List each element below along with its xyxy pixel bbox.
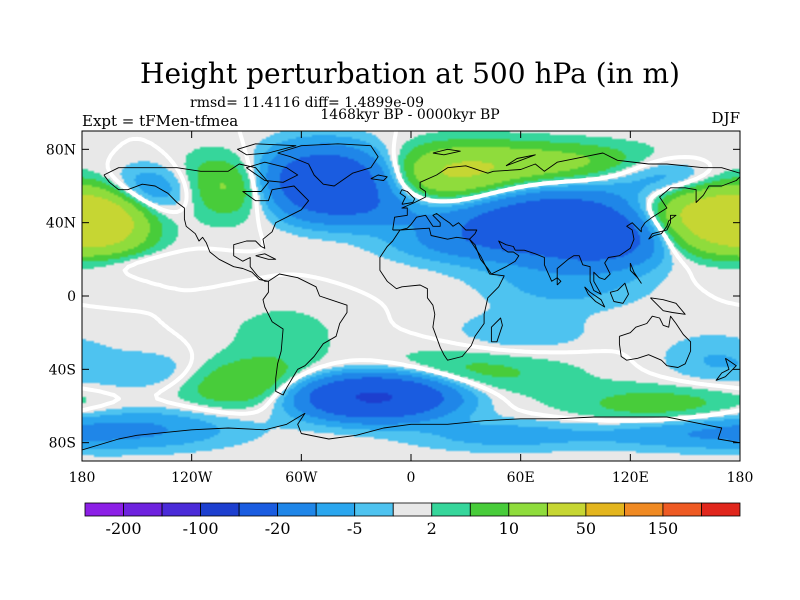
- contour-lines: [82, 131, 740, 423]
- coastline-ellesmere: [236, 143, 297, 156]
- y-tick-label: 40S: [49, 362, 76, 378]
- coastline-baffin: [246, 161, 299, 183]
- coastline-sri-lanka: [556, 277, 562, 286]
- coastline-greenland: [277, 143, 379, 187]
- y-tick-label: 80N: [46, 142, 76, 158]
- coastline-madagascar: [490, 317, 503, 343]
- colorbar-swatch: [392, 502, 433, 517]
- colorbar-swatch: [469, 502, 510, 517]
- x-axis: 180 120W 60W 0 60E 120E 180: [69, 131, 754, 486]
- colorbar-swatch: [624, 502, 664, 517]
- colorbar-swatch: [277, 502, 317, 517]
- colorbar-swatch: [508, 502, 548, 517]
- colorbar-swatch: [354, 502, 394, 517]
- coastline-novaya-zemlya: [505, 154, 536, 167]
- coastline-cuba: [255, 253, 277, 260]
- colorbar-tick-label: -200: [106, 519, 142, 538]
- colorbar-swatch: [161, 502, 201, 517]
- coastline-new-guinea: [650, 297, 686, 315]
- colorbar-swatch: [701, 502, 741, 517]
- colorbar-swatch: [585, 502, 625, 517]
- colorbar-tick-label: 50: [576, 519, 596, 538]
- coastline-japan: [648, 214, 677, 240]
- coastline-south-america: [262, 273, 348, 396]
- subtitle-right: DJF: [712, 109, 740, 127]
- y-tick-label: 80S: [49, 436, 76, 452]
- coastline-north-america: [103, 163, 310, 282]
- subtitle-left: Expt = tFMen-tfmea: [82, 112, 238, 130]
- zero-contour: [82, 131, 740, 423]
- chart-title: Height perturbation at 500 hPa (in m): [140, 57, 680, 90]
- colorbar-swatch: [546, 502, 587, 517]
- coastline-uk: [399, 189, 416, 205]
- colorbar-tick-label: 150: [648, 519, 679, 538]
- coastline-philippines: [629, 262, 642, 284]
- colorbar-tick-label: -100: [183, 519, 219, 538]
- coastline-new-zealand: [715, 357, 737, 381]
- subtitle-center: 1468kyr BP - 0000kyr BP: [320, 107, 499, 123]
- colorbar-swatch: [315, 502, 356, 517]
- stats-line: rmsd= 11.4116 diff= 1.4899e-09: [190, 95, 424, 111]
- x-tick-label: 60W: [285, 470, 318, 486]
- colorbar: -200 -100 -20 -5 2 10 50 150: [84, 502, 741, 538]
- colorbar-swatch: [84, 502, 124, 517]
- coastline-sumatra: [584, 286, 606, 308]
- coastline-africa: [379, 227, 505, 361]
- coastline-antarctica: [82, 412, 740, 451]
- colorbar-swatch: [662, 502, 702, 517]
- colorbar-swatch: [200, 502, 240, 517]
- plot-area: [81, 130, 741, 462]
- colorbar-tick-label: 2: [427, 519, 437, 538]
- colorbar-swatch: [123, 502, 163, 517]
- x-tick-label: 180: [727, 470, 754, 486]
- coastline-iceland: [370, 174, 388, 181]
- x-tick-label: 180: [69, 470, 96, 486]
- x-tick-label: 120E: [612, 470, 649, 486]
- coastline-svalbard: [432, 148, 461, 156]
- x-tick-label: 0: [407, 470, 416, 486]
- coastline-eurasia: [392, 152, 740, 295]
- y-tick-label: 40N: [46, 216, 76, 232]
- colorbar-swatch: [431, 502, 471, 517]
- x-tick-label: 120W: [171, 470, 213, 486]
- height-field-shading: [82, 131, 740, 461]
- colorbar-swatch: [238, 502, 279, 517]
- x-tick-label: 60E: [507, 470, 535, 486]
- colorbar-tick-label: -20: [265, 519, 291, 538]
- coastline-borneo: [609, 282, 629, 304]
- y-tick-label: 0: [67, 289, 76, 305]
- colorbar-tick-label: 10: [499, 519, 519, 538]
- coastlines: [82, 143, 740, 451]
- coastline-australia: [618, 315, 692, 368]
- y-axis: 80N 40N 0 40S 80S: [46, 142, 740, 452]
- colorbar-tick-label: -5: [347, 519, 363, 538]
